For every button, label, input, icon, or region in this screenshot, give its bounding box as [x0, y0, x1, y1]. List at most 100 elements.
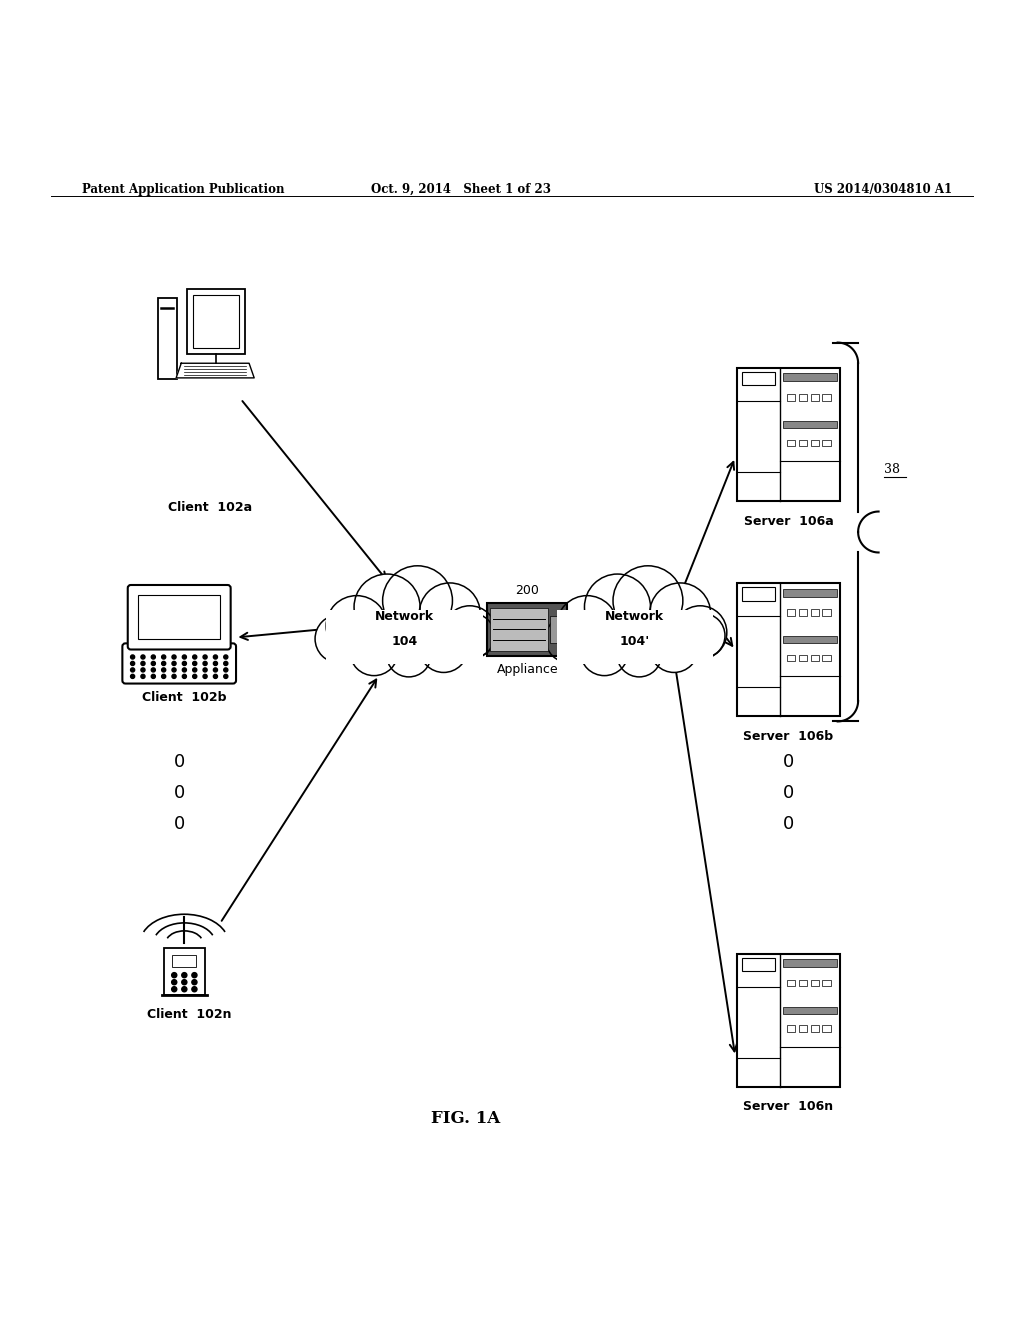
FancyBboxPatch shape — [787, 440, 796, 446]
Circle shape — [152, 661, 156, 665]
FancyBboxPatch shape — [822, 395, 830, 400]
Circle shape — [191, 986, 197, 991]
FancyBboxPatch shape — [811, 440, 819, 446]
Circle shape — [141, 655, 145, 659]
Circle shape — [213, 655, 217, 659]
FancyBboxPatch shape — [742, 958, 775, 972]
Circle shape — [613, 566, 683, 636]
FancyBboxPatch shape — [550, 616, 564, 643]
Circle shape — [674, 606, 727, 659]
Circle shape — [546, 615, 594, 663]
Circle shape — [141, 668, 145, 672]
FancyBboxPatch shape — [123, 643, 236, 684]
FancyBboxPatch shape — [326, 610, 483, 664]
Circle shape — [383, 566, 453, 636]
Text: 0: 0 — [174, 784, 184, 803]
Text: 0: 0 — [174, 814, 184, 833]
Text: 200: 200 — [515, 583, 540, 597]
Circle shape — [581, 627, 629, 676]
Circle shape — [172, 986, 177, 991]
FancyBboxPatch shape — [783, 1007, 837, 1014]
FancyBboxPatch shape — [737, 583, 840, 717]
Circle shape — [203, 655, 207, 659]
Circle shape — [354, 574, 420, 640]
FancyBboxPatch shape — [811, 610, 819, 615]
Circle shape — [182, 675, 186, 678]
Circle shape — [443, 606, 497, 659]
Text: 104: 104 — [391, 635, 418, 648]
Text: 38: 38 — [884, 463, 900, 475]
FancyBboxPatch shape — [783, 421, 837, 428]
FancyBboxPatch shape — [172, 954, 197, 966]
FancyBboxPatch shape — [811, 395, 819, 400]
Text: Appliance: Appliance — [497, 663, 558, 676]
FancyBboxPatch shape — [811, 981, 819, 986]
Circle shape — [556, 595, 617, 656]
Circle shape — [193, 675, 197, 678]
FancyBboxPatch shape — [811, 655, 819, 661]
FancyBboxPatch shape — [783, 589, 837, 597]
Circle shape — [203, 668, 207, 672]
Circle shape — [131, 655, 135, 659]
Circle shape — [162, 655, 166, 659]
Circle shape — [131, 668, 135, 672]
Text: FIG. 1A: FIG. 1A — [431, 1110, 501, 1127]
FancyBboxPatch shape — [799, 395, 807, 400]
FancyBboxPatch shape — [737, 368, 840, 502]
Circle shape — [141, 675, 145, 678]
Circle shape — [223, 668, 227, 672]
Text: 0: 0 — [174, 754, 184, 771]
Circle shape — [650, 624, 698, 672]
Circle shape — [172, 661, 176, 665]
Circle shape — [141, 661, 145, 665]
FancyBboxPatch shape — [799, 1026, 807, 1031]
FancyBboxPatch shape — [783, 374, 837, 381]
Circle shape — [172, 973, 177, 978]
Circle shape — [191, 979, 197, 985]
Circle shape — [152, 668, 156, 672]
FancyBboxPatch shape — [164, 948, 205, 995]
FancyBboxPatch shape — [811, 1026, 819, 1031]
FancyBboxPatch shape — [787, 395, 796, 400]
Text: Oct. 9, 2014   Sheet 1 of 23: Oct. 9, 2014 Sheet 1 of 23 — [371, 182, 551, 195]
FancyBboxPatch shape — [799, 610, 807, 615]
Circle shape — [203, 661, 207, 665]
FancyBboxPatch shape — [822, 610, 830, 615]
Circle shape — [172, 655, 176, 659]
Circle shape — [152, 675, 156, 678]
Circle shape — [213, 675, 217, 678]
Circle shape — [223, 661, 227, 665]
Circle shape — [193, 655, 197, 659]
Text: Network: Network — [605, 610, 665, 623]
Circle shape — [451, 614, 495, 657]
FancyBboxPatch shape — [822, 1026, 830, 1031]
Circle shape — [162, 661, 166, 665]
FancyBboxPatch shape — [787, 1026, 796, 1031]
Text: Server  106n: Server 106n — [743, 1101, 834, 1113]
Circle shape — [223, 675, 227, 678]
Circle shape — [172, 668, 176, 672]
Circle shape — [420, 624, 468, 672]
Circle shape — [223, 655, 227, 659]
FancyBboxPatch shape — [737, 954, 840, 1086]
Circle shape — [387, 632, 431, 677]
Circle shape — [182, 973, 186, 978]
Polygon shape — [176, 363, 254, 378]
Text: 104': 104' — [620, 635, 650, 648]
Circle shape — [182, 668, 186, 672]
Circle shape — [162, 675, 166, 678]
Circle shape — [182, 979, 186, 985]
Circle shape — [131, 661, 135, 665]
Circle shape — [419, 583, 480, 644]
Text: Patent Application Publication: Patent Application Publication — [82, 182, 285, 195]
Circle shape — [649, 583, 711, 644]
FancyBboxPatch shape — [138, 595, 220, 639]
Circle shape — [182, 986, 186, 991]
FancyBboxPatch shape — [742, 587, 775, 601]
Text: Network: Network — [375, 610, 434, 623]
Text: Client  102a: Client 102a — [168, 502, 252, 515]
FancyBboxPatch shape — [783, 960, 837, 968]
Circle shape — [172, 979, 177, 985]
FancyBboxPatch shape — [822, 440, 830, 446]
Circle shape — [585, 574, 650, 640]
